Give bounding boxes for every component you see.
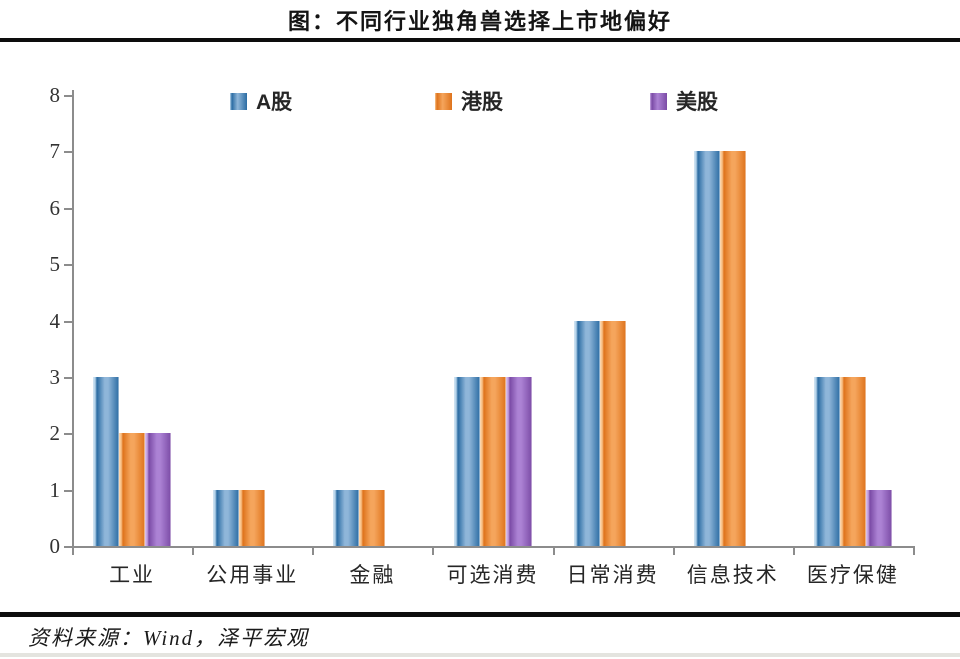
bar-hk-share [479, 376, 506, 546]
x-category-label: 金融 [349, 563, 396, 587]
bar-hk-share [839, 376, 866, 546]
bar-hk-share [599, 320, 626, 546]
bar-hk-share [119, 433, 146, 546]
x-category-label: 日常消费 [566, 563, 659, 587]
y-axis-line [72, 90, 74, 548]
y-axis-tick [64, 433, 72, 436]
bar-us-share [145, 433, 172, 546]
y-axis-tick-label: 5 [49, 252, 61, 277]
bottom-rule [0, 612, 960, 617]
legend-item-us-share: 美股 [650, 88, 718, 114]
y-axis-tick [64, 376, 72, 379]
legend-label-a-share: A股 [256, 91, 293, 114]
x-axis-tick [672, 546, 675, 555]
bar-a-share [693, 151, 720, 546]
y-axis-tick-label: 3 [49, 364, 61, 389]
bar-hk-share [239, 489, 266, 546]
bar-a-share [573, 320, 600, 546]
y-axis-tick-label: 7 [49, 139, 61, 164]
chart-title: 图：不同行业独角兽选择上市地偏好 [287, 9, 672, 34]
x-category-label: 工业 [109, 563, 156, 587]
bar-us-share [505, 376, 532, 546]
legend-label-hk-share: 港股 [461, 91, 503, 114]
y-axis-tick-label: 4 [49, 308, 61, 333]
x-category-label: 可选消费 [446, 563, 539, 587]
y-axis-tick-label: 2 [49, 421, 61, 446]
x-axis-tick [552, 546, 555, 555]
y-axis-tick [64, 207, 72, 210]
x-axis-tick [72, 546, 74, 555]
bar-hk-share [719, 151, 746, 546]
y-axis-tick [64, 546, 72, 548]
x-axis-tick [312, 546, 315, 555]
source-note: 资料来源：Wind，泽平宏观 [28, 626, 310, 650]
y-axis-tick [64, 95, 72, 97]
x-axis-tick [913, 546, 915, 555]
footer-divider [0, 653, 960, 657]
legend-swatch-a-share-icon [230, 92, 247, 110]
bar-hk-share [359, 489, 386, 546]
y-axis-tick [64, 320, 72, 323]
legend-label-us-share: 美股 [676, 91, 718, 114]
y-axis-tick [64, 264, 72, 267]
bar-us-share [865, 489, 892, 546]
bar-a-share [453, 376, 480, 546]
x-axis-tick [792, 546, 795, 555]
bar-a-share [213, 489, 240, 546]
x-axis-tick [432, 546, 435, 555]
x-category-label: 公用事业 [206, 563, 299, 587]
bar-a-share [333, 489, 360, 546]
x-category-label: 信息技术 [686, 563, 779, 587]
y-axis-tick-label: 6 [49, 195, 61, 220]
legend-swatch-us-share-icon [650, 92, 667, 110]
y-axis-tick-label: 1 [49, 477, 61, 502]
bar-a-share [813, 376, 840, 546]
bar-a-share [93, 376, 120, 546]
x-axis-line [72, 546, 915, 548]
y-axis-tick [64, 151, 72, 154]
legend-item-a-share: A股 [230, 88, 292, 114]
y-axis-tick-label: 8 [49, 83, 61, 107]
top-rule [0, 38, 960, 42]
y-axis-tick-label: 0 [49, 534, 61, 558]
x-category-label: 医疗保健 [806, 563, 899, 587]
y-axis-tick [64, 489, 72, 492]
x-axis-tick [192, 546, 195, 555]
legend-swatch-hk-share-icon [435, 92, 452, 110]
legend-item-hk-share: 港股 [435, 88, 503, 114]
